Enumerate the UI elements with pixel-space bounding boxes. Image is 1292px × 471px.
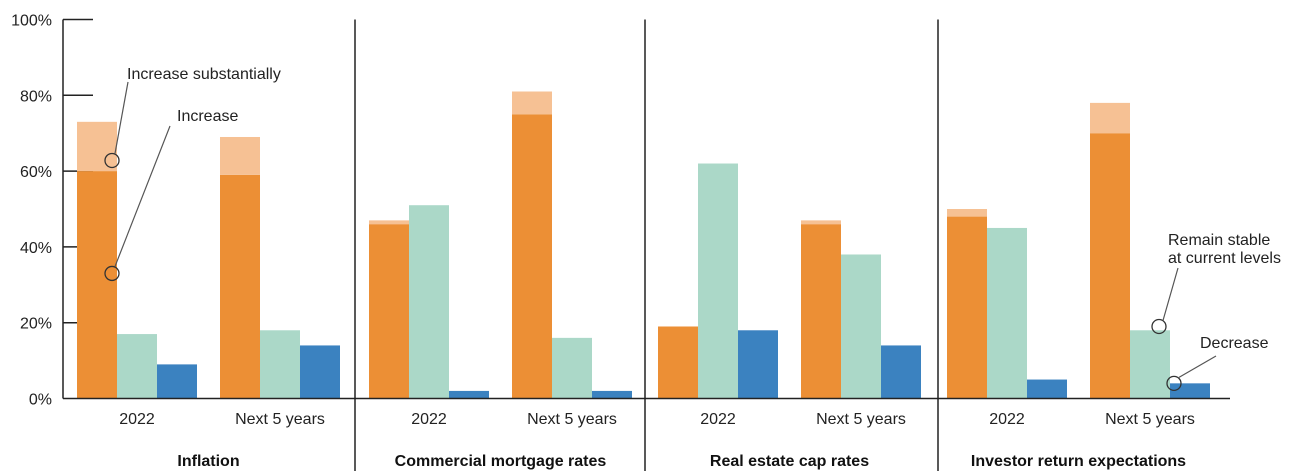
bar-decrease xyxy=(1170,383,1210,399)
bar-increase xyxy=(801,224,841,399)
annotation-leader xyxy=(1178,355,1217,378)
category-label: Next 5 years xyxy=(816,411,906,428)
bar-increase xyxy=(658,326,698,399)
annotation-label: Remain stable xyxy=(1168,232,1270,249)
bar-remain-stable xyxy=(1130,330,1170,399)
bar-remain-stable xyxy=(698,163,738,399)
labels: 0% 20% 40% 60% 80% 100% 2022 Next 5 years Inflat… xyxy=(11,13,1195,471)
bar-increase xyxy=(947,216,987,399)
bar-increase xyxy=(77,171,117,399)
bar-decrease xyxy=(300,345,340,399)
bar-increase xyxy=(220,174,260,399)
annotation-label: Increase xyxy=(177,108,238,125)
bar-remain-stable xyxy=(117,334,157,399)
annotations: Increase substantially Increase Remain sta… xyxy=(104,66,1281,391)
panel-label: Inflation xyxy=(177,453,239,470)
annotation-marker xyxy=(104,152,120,169)
category-label: 2022 xyxy=(119,411,155,428)
category-label: 2022 xyxy=(700,411,736,428)
bar-decrease xyxy=(157,364,197,399)
annotation-marker xyxy=(104,265,120,282)
bar-increase-substantially xyxy=(947,209,987,217)
bar-decrease xyxy=(881,345,921,399)
y-tick-label: 20% xyxy=(20,316,52,333)
bar-decrease xyxy=(1027,379,1067,399)
bar-increase xyxy=(1090,133,1130,399)
bar-remain-stable xyxy=(409,205,449,399)
annotation-marker xyxy=(1166,375,1182,391)
annotation-leader xyxy=(114,81,129,154)
panel-label: Investor return expectations xyxy=(971,453,1186,470)
annotation-leader xyxy=(114,125,171,267)
bar-increase xyxy=(369,224,409,399)
y-tick-label: 60% xyxy=(20,164,52,181)
annotation-leader xyxy=(1162,267,1179,321)
y-tick-label: 0% xyxy=(29,392,52,409)
bar-increase-substantially xyxy=(1090,102,1130,134)
annotation-label: Increase substantially xyxy=(127,66,281,83)
bar-increase-substantially xyxy=(512,91,552,115)
bar-increase-substantially xyxy=(77,121,117,172)
bars xyxy=(77,91,1210,399)
category-label: 2022 xyxy=(989,411,1025,428)
bar-decrease xyxy=(592,390,632,399)
y-tick-label: 80% xyxy=(20,88,52,105)
panel-label: Commercial mortgage rates xyxy=(395,453,607,470)
y-tick-label: 40% xyxy=(20,240,52,257)
bar-increase-substantially xyxy=(801,220,841,225)
annotation-marker xyxy=(1151,318,1167,335)
bar-decrease xyxy=(449,390,489,399)
y-tick-label: 100% xyxy=(11,13,52,30)
category-label: Next 5 years xyxy=(1105,411,1195,428)
annotation-label: at current levels xyxy=(1168,250,1281,267)
annotation-label: Decrease xyxy=(1200,335,1269,352)
bar-remain-stable xyxy=(987,227,1027,399)
bar-increase-substantially xyxy=(369,220,409,225)
bar-increase xyxy=(512,114,552,399)
bar-increase-substantially xyxy=(220,136,260,175)
category-label: Next 5 years xyxy=(527,411,617,428)
panel-label: Real estate cap rates xyxy=(710,453,869,470)
bar-remain-stable xyxy=(552,337,592,399)
bar-remain-stable xyxy=(841,254,881,399)
axes xyxy=(62,19,1230,471)
bar-decrease xyxy=(738,330,778,399)
bar-remain-stable xyxy=(260,330,300,399)
category-label: 2022 xyxy=(411,411,447,428)
category-label: Next 5 years xyxy=(235,411,325,428)
